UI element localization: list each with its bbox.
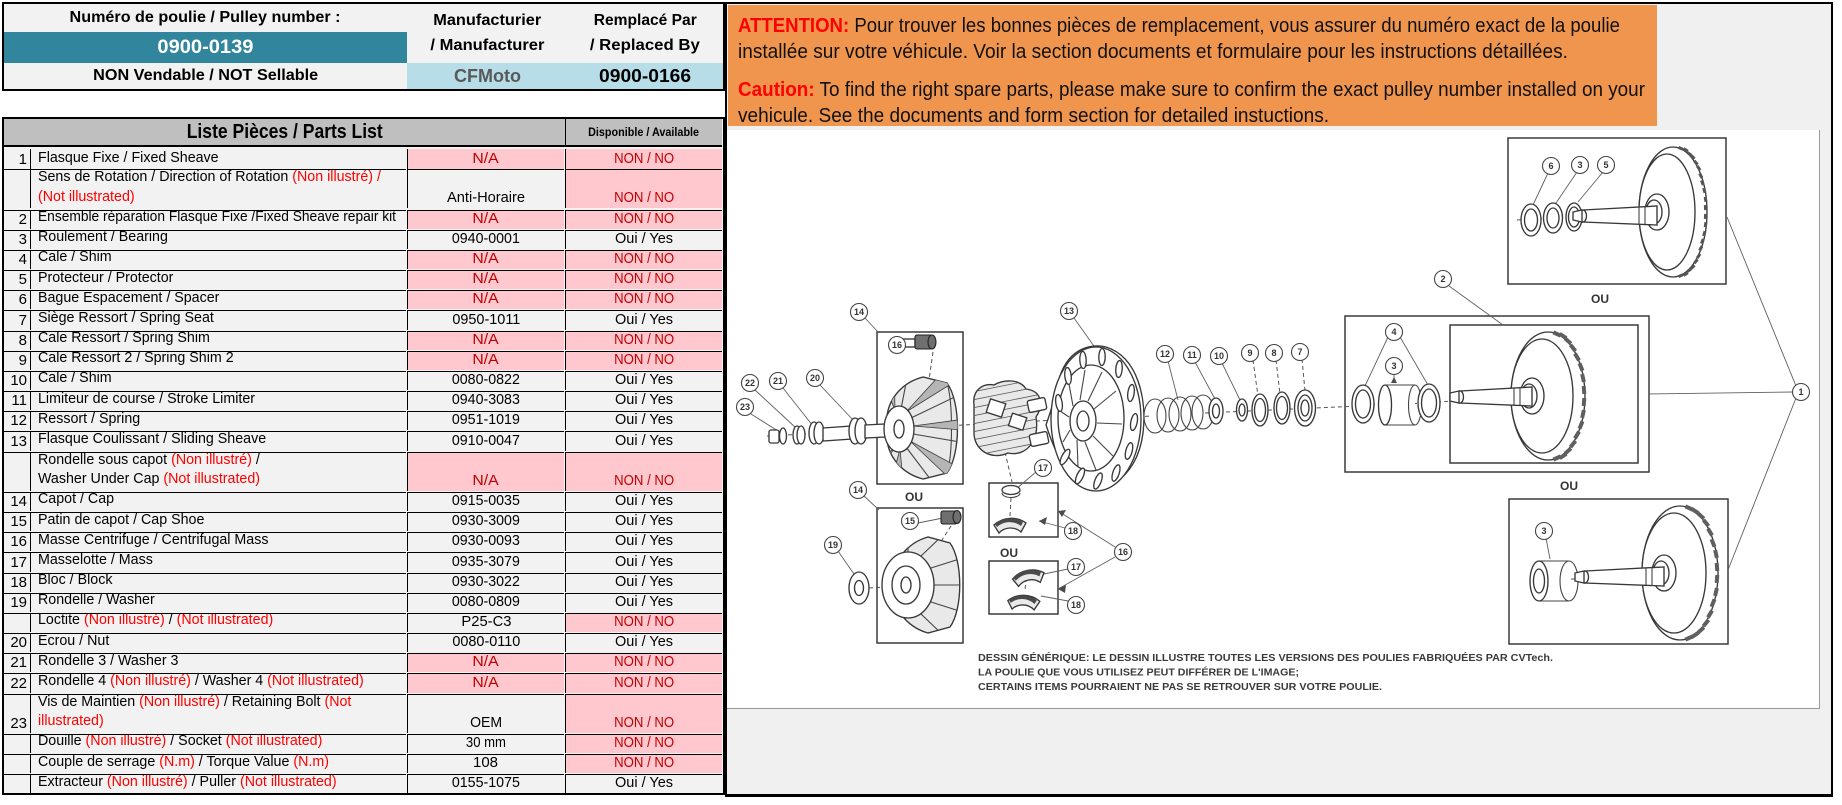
svg-text:CERTAINS ITEMS POURRAIENT NE P: CERTAINS ITEMS POURRAIENT NE PAS SE RETR… bbox=[978, 681, 1382, 693]
svg-text:DESSIN GÉNÉRIQUE: LE DESSIN IL: DESSIN GÉNÉRIQUE: LE DESSIN ILLUSTRE TOU… bbox=[978, 651, 1553, 664]
svg-text:17: 17 bbox=[1038, 463, 1048, 473]
svg-text:21: 21 bbox=[773, 376, 783, 386]
svg-text:1: 1 bbox=[1798, 387, 1803, 397]
svg-text:11: 11 bbox=[1187, 350, 1197, 360]
svg-text:8: 8 bbox=[1271, 348, 1276, 358]
svg-text:5: 5 bbox=[1603, 160, 1608, 170]
svg-text:18: 18 bbox=[1068, 526, 1078, 536]
svg-text:LA POULIE QUE VOUS UTILISEZ PE: LA POULIE QUE VOUS UTILISEZ PEUT DIFFÉRE… bbox=[978, 666, 1299, 679]
svg-text:OU: OU bbox=[1000, 546, 1018, 560]
svg-text:2: 2 bbox=[1440, 274, 1445, 284]
svg-text:22: 22 bbox=[745, 378, 755, 388]
svg-text:17: 17 bbox=[1071, 562, 1081, 572]
svg-text:OU: OU bbox=[905, 490, 923, 504]
svg-text:14: 14 bbox=[853, 485, 863, 495]
svg-text:14: 14 bbox=[854, 307, 864, 317]
svg-text:20: 20 bbox=[810, 373, 820, 383]
svg-text:23: 23 bbox=[740, 402, 750, 412]
svg-text:OU: OU bbox=[1591, 292, 1609, 306]
svg-text:13: 13 bbox=[1064, 306, 1074, 316]
svg-text:12: 12 bbox=[1160, 349, 1170, 359]
svg-text:16: 16 bbox=[1118, 547, 1128, 557]
svg-text:OU: OU bbox=[1560, 479, 1578, 493]
svg-text:3: 3 bbox=[1541, 526, 1546, 536]
svg-text:15: 15 bbox=[905, 516, 915, 526]
svg-text:7: 7 bbox=[1297, 347, 1302, 357]
svg-text:19: 19 bbox=[828, 540, 838, 550]
svg-text:3: 3 bbox=[1391, 361, 1396, 371]
svg-text:18: 18 bbox=[1071, 600, 1081, 610]
svg-text:9: 9 bbox=[1247, 348, 1252, 358]
svg-text:16: 16 bbox=[892, 340, 902, 350]
svg-text:3: 3 bbox=[1577, 160, 1582, 170]
svg-text:6: 6 bbox=[1548, 161, 1553, 171]
svg-text:10: 10 bbox=[1214, 351, 1224, 361]
svg-text:4: 4 bbox=[1391, 327, 1396, 337]
